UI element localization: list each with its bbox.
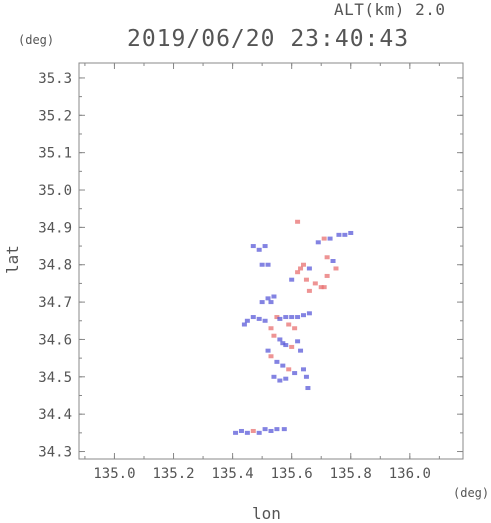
- data-point: [274, 359, 280, 364]
- data-point: [336, 232, 342, 237]
- y-tick-label: 34.3: [38, 445, 72, 461]
- data-point: [280, 341, 286, 346]
- data-point: [250, 315, 256, 320]
- data-point: [292, 326, 298, 331]
- data-point: [259, 300, 265, 305]
- data-point: [289, 315, 295, 320]
- data-point: [295, 339, 301, 344]
- data-point: [265, 296, 271, 301]
- y-tick-label: 35.3: [38, 71, 72, 87]
- data-point: [238, 428, 244, 433]
- x-unit-label: (deg): [453, 486, 490, 500]
- x-axis-label: lon: [252, 504, 281, 523]
- data-point: [295, 219, 301, 224]
- y-tick-label: 35.0: [38, 183, 72, 199]
- data-point: [306, 288, 312, 293]
- data-point: [241, 322, 247, 327]
- plot-frame: [78, 62, 464, 460]
- x-tick-label: 135.4: [212, 466, 254, 482]
- data-point: [327, 236, 333, 241]
- data-point: [256, 316, 262, 321]
- data-point: [281, 427, 287, 432]
- data-point: [262, 427, 268, 432]
- x-tick-label: 135.0: [93, 466, 135, 482]
- altitude-label: ALT(km) 2.0: [334, 0, 446, 19]
- data-point: [256, 430, 262, 435]
- x-tick-label: 136.0: [389, 466, 431, 482]
- data-point: [306, 311, 312, 316]
- y-tick-label: 34.4: [38, 407, 72, 423]
- data-point: [277, 316, 283, 321]
- data-point: [259, 262, 265, 267]
- data-point: [271, 294, 277, 299]
- data-point: [268, 354, 274, 359]
- data-point: [265, 348, 271, 353]
- data-point: [268, 300, 274, 305]
- x-tick-label: 135.2: [152, 466, 194, 482]
- data-point: [280, 363, 286, 368]
- data-point: [318, 285, 324, 290]
- y-tick-label: 35.2: [38, 108, 72, 124]
- data-point: [283, 315, 289, 320]
- data-point: [289, 277, 295, 282]
- y-tick-label: 34.5: [38, 370, 72, 386]
- data-point: [233, 430, 239, 435]
- data-point: [315, 240, 321, 245]
- data-point: [295, 315, 301, 320]
- data-point: [274, 427, 280, 432]
- data-point: [300, 367, 306, 372]
- data-point: [244, 430, 250, 435]
- data-point: [271, 374, 277, 379]
- data-point: [306, 266, 312, 271]
- data-point: [268, 428, 274, 433]
- data-point: [292, 371, 298, 376]
- data-point: [274, 315, 280, 320]
- data-point: [324, 273, 330, 278]
- data-point: [277, 337, 283, 342]
- data-point: [262, 318, 268, 323]
- y-tick-label: 34.6: [38, 332, 72, 348]
- data-point: [250, 428, 256, 433]
- data-point: [286, 367, 292, 372]
- y-tick-label: 34.7: [38, 295, 72, 311]
- data-point: [262, 244, 268, 249]
- data-point: [333, 266, 339, 271]
- x-tick-label: 135.8: [330, 466, 372, 482]
- data-point: [298, 348, 304, 353]
- data-point: [265, 262, 271, 267]
- data-point: [295, 270, 301, 275]
- data-point: [303, 374, 309, 379]
- data-point: [286, 322, 292, 327]
- data-point: [271, 333, 277, 338]
- y-tick-label: 35.1: [38, 146, 72, 162]
- data-point: [256, 247, 262, 252]
- data-point: [268, 326, 274, 331]
- data-point: [342, 232, 348, 237]
- timestamp-title: 2019/06/20 23:40:43: [127, 26, 410, 52]
- data-point: [298, 266, 304, 271]
- x-tick-label: 135.6: [271, 466, 313, 482]
- data-point: [305, 386, 311, 391]
- y-tick-label: 34.9: [38, 220, 72, 236]
- data-point: [250, 244, 256, 249]
- y-tick-label: 34.8: [38, 258, 72, 274]
- data-point: [277, 378, 283, 383]
- data-point: [312, 281, 318, 286]
- data-point: [321, 285, 327, 290]
- data-point: [283, 376, 289, 381]
- data-point: [283, 343, 289, 348]
- data-point: [244, 318, 250, 323]
- data-point: [300, 262, 306, 267]
- data-point: [330, 259, 336, 263]
- data-point: [289, 344, 295, 349]
- y-unit-label: (deg): [18, 33, 55, 47]
- data-point: [324, 255, 330, 260]
- data-point: [348, 230, 354, 235]
- data-point: [300, 313, 306, 318]
- data-point: [303, 277, 309, 282]
- data-point: [321, 236, 327, 241]
